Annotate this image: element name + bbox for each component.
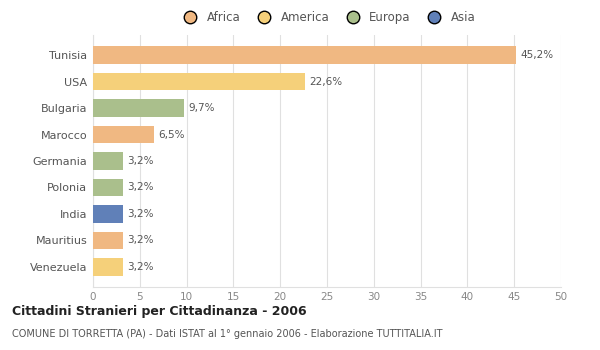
Text: 3,2%: 3,2% xyxy=(128,262,154,272)
Legend: Africa, America, Europa, Asia: Africa, America, Europa, Asia xyxy=(178,11,476,24)
Bar xyxy=(93,126,154,143)
Text: 45,2%: 45,2% xyxy=(521,50,554,60)
Bar xyxy=(93,258,123,275)
Text: 3,2%: 3,2% xyxy=(128,182,154,192)
Text: Cittadini Stranieri per Cittadinanza - 2006: Cittadini Stranieri per Cittadinanza - 2… xyxy=(12,304,307,317)
Text: 22,6%: 22,6% xyxy=(309,77,343,86)
Bar xyxy=(93,73,305,90)
Text: 6,5%: 6,5% xyxy=(158,130,185,140)
Text: 3,2%: 3,2% xyxy=(128,236,154,245)
Bar xyxy=(93,152,123,170)
Bar xyxy=(93,205,123,223)
Text: COMUNE DI TORRETTA (PA) - Dati ISTAT al 1° gennaio 2006 - Elaborazione TUTTITALI: COMUNE DI TORRETTA (PA) - Dati ISTAT al … xyxy=(12,329,443,339)
Bar xyxy=(93,179,123,196)
Text: 3,2%: 3,2% xyxy=(128,209,154,219)
Bar xyxy=(93,99,184,117)
Text: 3,2%: 3,2% xyxy=(128,156,154,166)
Bar xyxy=(93,232,123,249)
Text: 9,7%: 9,7% xyxy=(188,103,215,113)
Bar xyxy=(93,47,516,64)
